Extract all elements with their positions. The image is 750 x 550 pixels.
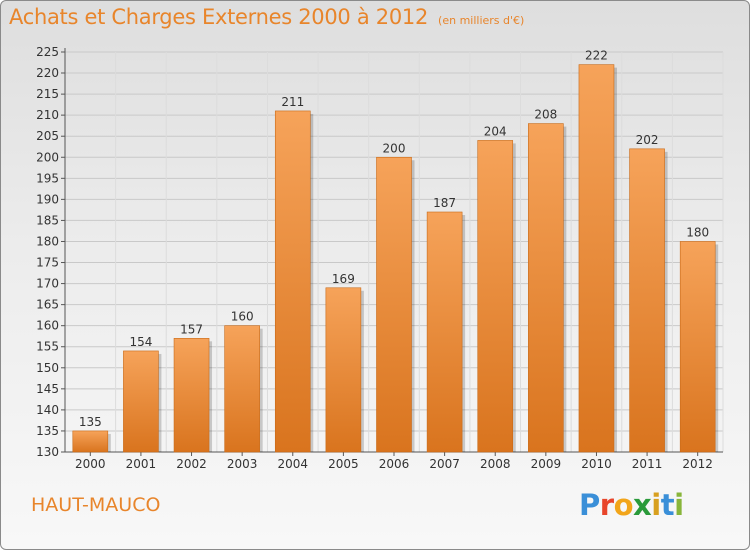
y-tick-label: 180 bbox=[36, 234, 59, 248]
bar bbox=[477, 140, 514, 453]
value-label: 160 bbox=[231, 310, 254, 324]
y-tick-label: 225 bbox=[36, 45, 59, 59]
value-label: 169 bbox=[332, 272, 355, 286]
chart-title-text: Achats et Charges Externes 2000 à 2012 bbox=[9, 5, 429, 29]
value-label: 204 bbox=[484, 124, 507, 138]
x-tick-label: 2012 bbox=[682, 457, 713, 471]
commune-name: HAUT-MAUCO bbox=[31, 494, 161, 516]
logo-letter: t bbox=[660, 488, 675, 522]
value-label: 208 bbox=[534, 108, 557, 122]
y-tick-label: 165 bbox=[36, 298, 59, 312]
y-tick-label: 130 bbox=[36, 445, 59, 459]
bar bbox=[72, 430, 109, 453]
x-tick-label: 2010 bbox=[581, 457, 612, 471]
value-label: 180 bbox=[686, 225, 709, 239]
y-tick-label: 220 bbox=[36, 66, 59, 80]
value-label: 211 bbox=[281, 95, 304, 109]
proxiti-logo: Proxiti bbox=[579, 488, 684, 522]
bar bbox=[325, 287, 362, 453]
y-tick-label: 135 bbox=[36, 424, 59, 438]
bar bbox=[123, 350, 159, 453]
y-tick-label: 170 bbox=[36, 277, 59, 291]
x-tick-label: 2009 bbox=[531, 457, 562, 471]
x-tick-label: 2008 bbox=[480, 457, 511, 471]
y-tick-label: 185 bbox=[36, 213, 59, 227]
value-label: 135 bbox=[79, 415, 102, 429]
bar bbox=[629, 148, 665, 453]
y-tick-label: 215 bbox=[36, 87, 59, 101]
x-tick-label: 2006 bbox=[379, 457, 410, 471]
bar bbox=[679, 241, 716, 453]
bar bbox=[173, 338, 210, 453]
y-tick-label: 150 bbox=[36, 361, 59, 375]
bars bbox=[72, 64, 719, 453]
y-tick-label: 155 bbox=[36, 340, 59, 354]
value-labels: 135 154 157 160 211 169 200 187 204 208 222 202 180 bbox=[79, 49, 709, 429]
x-tick-label: 2000 bbox=[75, 457, 106, 471]
y-tick-label: 195 bbox=[36, 171, 59, 185]
x-tick-label: 2011 bbox=[632, 457, 663, 471]
y-tick-label: 190 bbox=[36, 192, 59, 206]
value-label: 187 bbox=[433, 196, 456, 210]
logo-letter: o bbox=[613, 488, 634, 522]
logo-letter: P bbox=[579, 488, 600, 522]
x-tick-label: 2001 bbox=[126, 457, 157, 471]
y-tick-label: 205 bbox=[36, 129, 59, 143]
logo-letter: x bbox=[633, 488, 652, 522]
chart-unit: (en milliers d'€) bbox=[438, 14, 525, 27]
y-tick-label: 160 bbox=[36, 319, 59, 333]
x-tick-label: 2007 bbox=[429, 457, 460, 471]
x-tick-label: 2002 bbox=[176, 457, 207, 471]
y-tick-label: 145 bbox=[36, 382, 59, 396]
value-label: 157 bbox=[180, 322, 203, 336]
chart-title: Achats et Charges Externes 2000 à 2012 (e… bbox=[9, 5, 524, 29]
bar bbox=[224, 325, 260, 453]
logo-letter: r bbox=[599, 488, 614, 522]
value-label: 202 bbox=[636, 133, 659, 147]
bar bbox=[274, 110, 311, 453]
logo-letter: i bbox=[674, 488, 684, 522]
bar bbox=[376, 156, 412, 453]
value-label: 154 bbox=[129, 335, 152, 349]
y-tick-label: 200 bbox=[36, 150, 59, 164]
y-tick-label: 175 bbox=[36, 256, 59, 270]
x-tick-label: 2003 bbox=[227, 457, 258, 471]
bar bbox=[426, 211, 463, 453]
bar bbox=[578, 64, 615, 453]
y-tick-label: 140 bbox=[36, 403, 59, 417]
y-tick-label: 210 bbox=[36, 108, 59, 122]
x-tick-label: 2005 bbox=[328, 457, 359, 471]
x-tick-label: 2004 bbox=[277, 457, 308, 471]
bar bbox=[528, 123, 564, 453]
value-label: 200 bbox=[383, 141, 406, 155]
value-label: 222 bbox=[585, 49, 608, 63]
logo-letter: i bbox=[651, 488, 661, 522]
